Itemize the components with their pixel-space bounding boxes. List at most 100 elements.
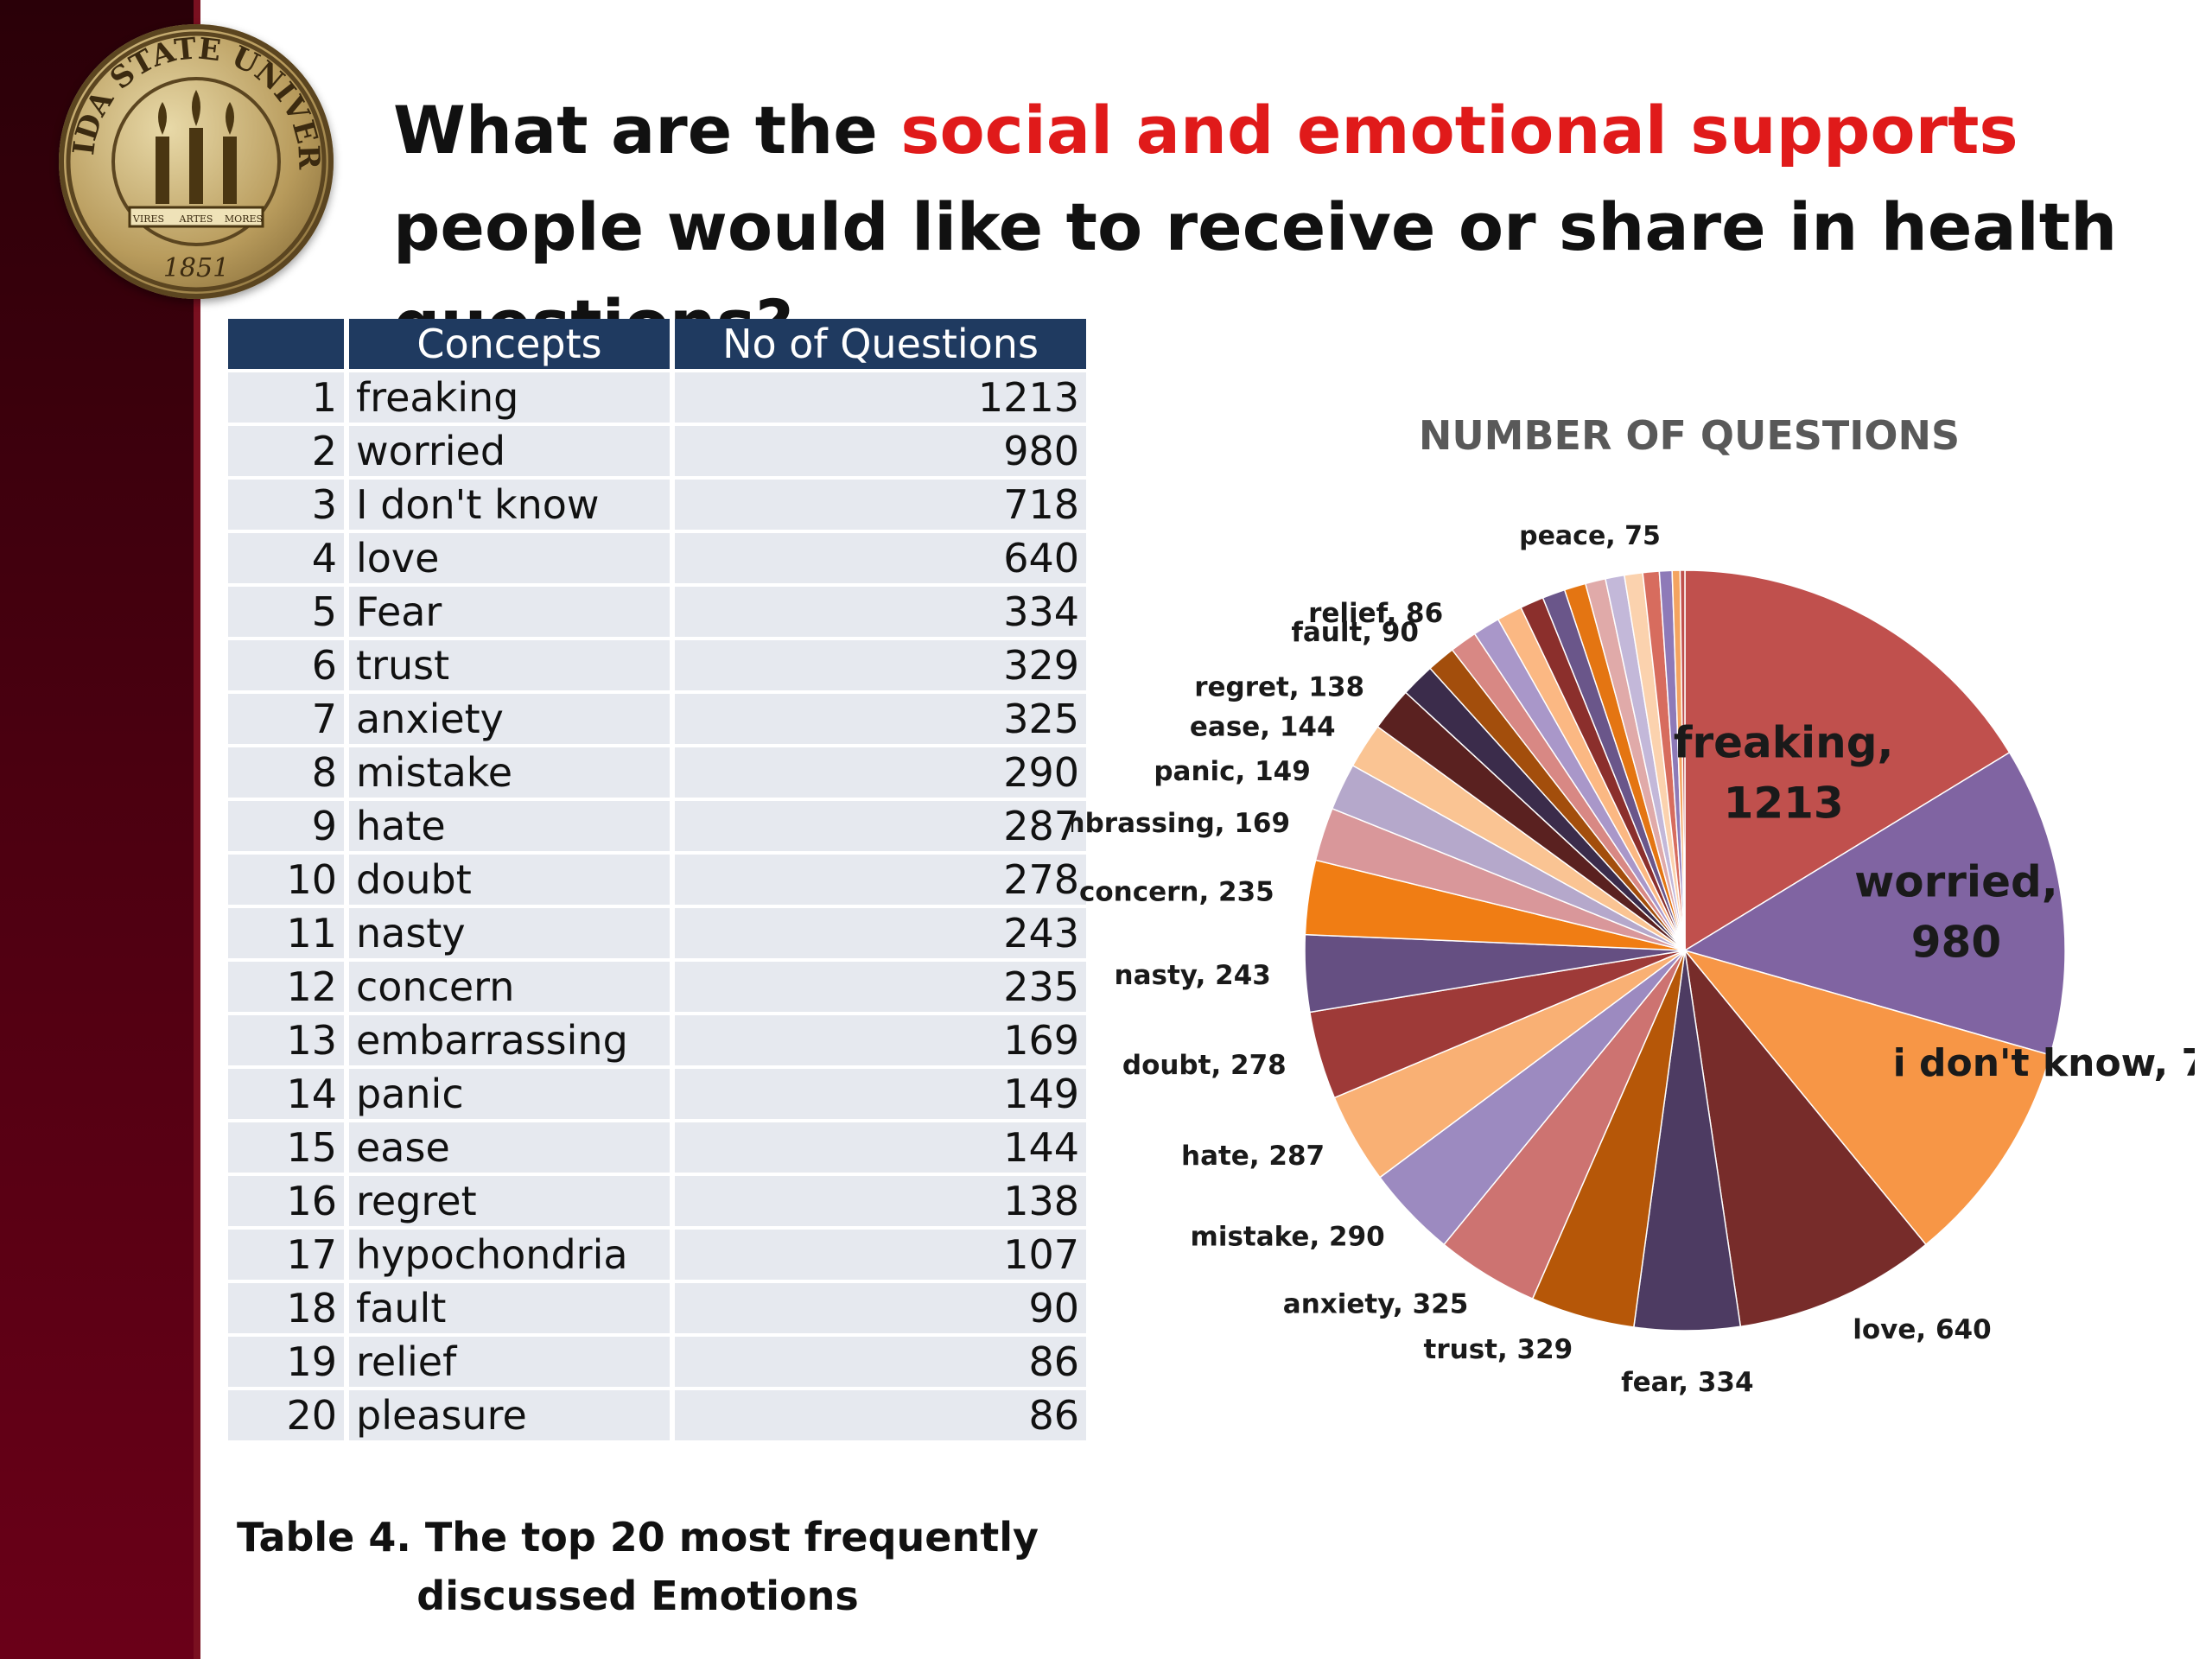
cell-rank: 2: [228, 426, 344, 476]
cell-count: 325: [675, 694, 1086, 744]
table-row: 10 doubt 278: [228, 855, 1086, 905]
pie-slice: [1683, 751, 2066, 1056]
table-header-row: Concepts No of Questions: [228, 319, 1086, 369]
cell-count: 287: [675, 801, 1086, 851]
cell-concept: panic: [349, 1069, 670, 1119]
pie-slice: [1679, 569, 1686, 951]
table-row: 13 embarrassing 169: [228, 1015, 1086, 1065]
table-row: 15 ease 144: [228, 1122, 1086, 1173]
table-row: 17 hypochondria 107: [228, 1230, 1086, 1280]
table-row: 16 regret 138: [228, 1176, 1086, 1226]
cell-rank: 6: [228, 640, 344, 690]
cell-rank: 12: [228, 962, 344, 1012]
cell-count: 640: [675, 533, 1086, 583]
slice-label: love, 640: [1853, 1314, 1991, 1345]
cell-rank: 14: [228, 1069, 344, 1119]
pie-slices: [1304, 569, 2066, 1332]
header-rank: [228, 319, 344, 369]
slice-label: relief, 86: [1308, 598, 1443, 629]
university-seal-logo: FLORIDA STATE UNIVERSITY 1851 VIRES ARTE…: [46, 0, 334, 299]
cell-count: 149: [675, 1069, 1086, 1119]
table-row: 18 fault 90: [228, 1283, 1086, 1333]
cell-concept: ease: [349, 1122, 670, 1173]
cell-concept: love: [349, 533, 670, 583]
cell-concept: fault: [349, 1283, 670, 1333]
slice-label: worried, 980: [1854, 857, 2058, 968]
cell-concept: mistake: [349, 747, 670, 798]
cell-count: 334: [675, 587, 1086, 637]
caption-line-1: Table 4. The top 20 most frequently: [237, 1514, 1039, 1560]
cell-rank: 1: [228, 372, 344, 423]
cell-rank: 20: [228, 1390, 344, 1440]
cell-rank: 16: [228, 1176, 344, 1226]
cell-concept: concern: [349, 962, 670, 1012]
slice-label: concern, 235: [1079, 877, 1274, 908]
cell-concept: pleasure: [349, 1390, 670, 1440]
cell-count: 1213: [675, 372, 1086, 423]
slice-label: doubt, 278: [1122, 1050, 1287, 1081]
cell-count: 278: [675, 855, 1086, 905]
cell-rank: 15: [228, 1122, 344, 1173]
table-row: 1 freaking 1213: [228, 372, 1086, 423]
slice-label: anxiety, 325: [1283, 1288, 1469, 1319]
pie-slice: [1682, 949, 2051, 1246]
slice-label: mistake, 290: [1191, 1221, 1385, 1252]
cell-count: 290: [675, 747, 1086, 798]
concepts-table: Concepts No of Questions 1 freaking 1213 2 w…: [223, 315, 1091, 1444]
cell-concept: anxiety: [349, 694, 670, 744]
slice-label: nasty, 243: [1115, 960, 1271, 991]
cell-count: 235: [675, 962, 1086, 1012]
table-row: 6 trust 329: [228, 640, 1086, 690]
cell-concept: relief: [349, 1337, 670, 1387]
cell-count: 243: [675, 908, 1086, 958]
cell-rank: 18: [228, 1283, 344, 1333]
seal-motto-artes: ARTES: [179, 213, 213, 225]
cell-rank: 3: [228, 480, 344, 530]
cell-concept: hypochondria: [349, 1230, 670, 1280]
table-row: 11 nasty 243: [228, 908, 1086, 958]
cell-concept: nasty: [349, 908, 670, 958]
cell-rank: 10: [228, 855, 344, 905]
slice-label: peace, 75: [1519, 521, 1661, 551]
table-row: 19 relief 86: [228, 1337, 1086, 1387]
seal-year: 1851: [163, 253, 229, 283]
cell-count: 86: [675, 1390, 1086, 1440]
title-highlight: social and emotional supports: [900, 92, 2018, 168]
cell-count: 144: [675, 1122, 1086, 1173]
pie-slice: [1684, 569, 2011, 952]
table-row: 9 hate 287: [228, 801, 1086, 851]
cell-concept: worried: [349, 426, 670, 476]
slice-label: freaking, 1213: [1674, 718, 1894, 829]
cell-count: 980: [675, 426, 1086, 476]
cell-concept: regret: [349, 1176, 670, 1226]
caption-line-2: discussed Emotions: [416, 1573, 859, 1619]
cell-count: 86: [675, 1337, 1086, 1387]
header-no-of-questions: No of Questions: [675, 319, 1086, 369]
sidebar-edge: [194, 0, 200, 1659]
cell-rank: 17: [228, 1230, 344, 1280]
chart-title: NUMBER OF QUESTIONS: [1419, 412, 1960, 459]
cell-concept: doubt: [349, 855, 670, 905]
cell-count: 718: [675, 480, 1086, 530]
cell-rank: 11: [228, 908, 344, 958]
table-row: 8 mistake 290: [228, 747, 1086, 798]
slice-label: hate, 287: [1181, 1141, 1325, 1172]
pie-slice: [1683, 948, 1927, 1328]
cell-rank: 13: [228, 1015, 344, 1065]
table-row: 4 love 640: [228, 533, 1086, 583]
cell-rank: 4: [228, 533, 344, 583]
table-row: 14 panic 149: [228, 1069, 1086, 1119]
cell-rank: 9: [228, 801, 344, 851]
slice-label: i don't know, 718: [1893, 1041, 2195, 1085]
table-row: 5 Fear 334: [228, 587, 1086, 637]
cell-concept: embarrassing: [349, 1015, 670, 1065]
table-body: 1 freaking 1213 2 worried 980 3 I don't know 718…: [228, 372, 1086, 1440]
pie-chart: NUMBER OF QUESTIONS freaking, 1213 worried…: [1071, 412, 2195, 1398]
cell-concept: hate: [349, 801, 670, 851]
cell-count: 138: [675, 1176, 1086, 1226]
cell-count: 329: [675, 640, 1086, 690]
header-concepts: Concepts: [349, 319, 670, 369]
seal-motto-vires: VIRES: [132, 213, 164, 225]
table-row: 12 concern 235: [228, 962, 1086, 1012]
